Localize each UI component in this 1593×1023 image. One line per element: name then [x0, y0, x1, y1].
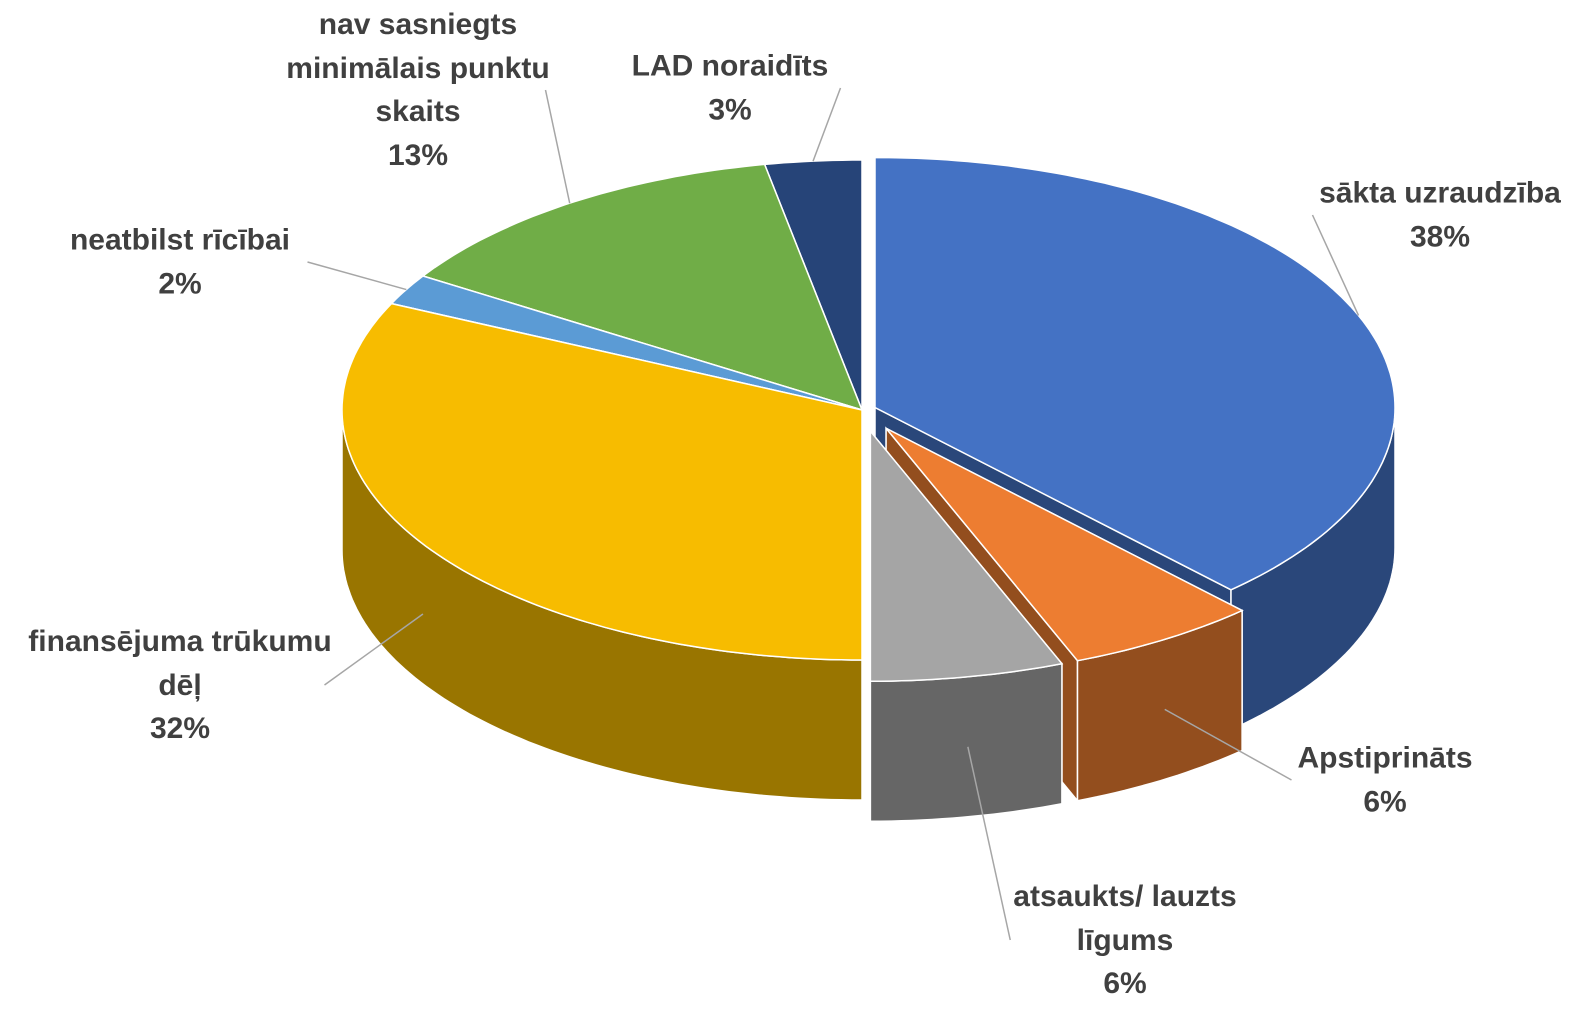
- label-value: 32%: [149, 711, 211, 745]
- label-value: 13%: [387, 138, 449, 172]
- label-value: 2%: [158, 267, 202, 300]
- data-label: LAD noraidīts 3%: [600, 45, 860, 132]
- slice-side: [869, 662, 1063, 823]
- leader-line: [812, 87, 842, 162]
- slice-top: [885, 427, 1244, 662]
- label-value: 6%: [1363, 785, 1407, 818]
- data-label: Apstiprināts 6%: [1275, 737, 1495, 824]
- leader-line: [967, 746, 1011, 941]
- data-label: neatbilst rīcībai 2%: [30, 219, 330, 306]
- label-value: 38%: [1409, 220, 1471, 253]
- label-category: finansējuma trūkumu dēļ: [28, 624, 332, 702]
- leader-line: [324, 613, 424, 686]
- data-label: sākta uzraudzība 38%: [1290, 172, 1590, 259]
- label-category: LAD noraidīts: [631, 49, 829, 83]
- label-category: sākta uzraudzība: [1319, 176, 1561, 210]
- label-category: Apstiprināts: [1297, 741, 1473, 775]
- label-value: 3%: [708, 93, 752, 126]
- slice-top: [390, 275, 863, 411]
- data-label: finansējuma trūkumu dēļ 32%: [10, 620, 350, 751]
- slice: [869, 429, 1064, 823]
- slice: [341, 302, 863, 801]
- slice-top: [874, 156, 1396, 591]
- label-category: nav sasniegts minimālais punktu skaits: [286, 8, 550, 128]
- leader-line: [1311, 214, 1360, 316]
- leader-line: [1164, 708, 1292, 781]
- data-label: nav sasniegts minimālais punktu skaits 13…: [268, 3, 568, 177]
- slice-top: [869, 429, 1064, 683]
- leader-line: [307, 261, 407, 291]
- label-category: neatbilst rīcībai: [69, 223, 291, 257]
- label-value: 6%: [1103, 966, 1147, 1000]
- leader-line: [544, 89, 571, 204]
- slice-top: [341, 302, 863, 661]
- data-label: atsaukts/ lauzts līgums 6%: [990, 875, 1260, 1006]
- label-category: atsaukts/ lauzts līgums: [1013, 879, 1237, 957]
